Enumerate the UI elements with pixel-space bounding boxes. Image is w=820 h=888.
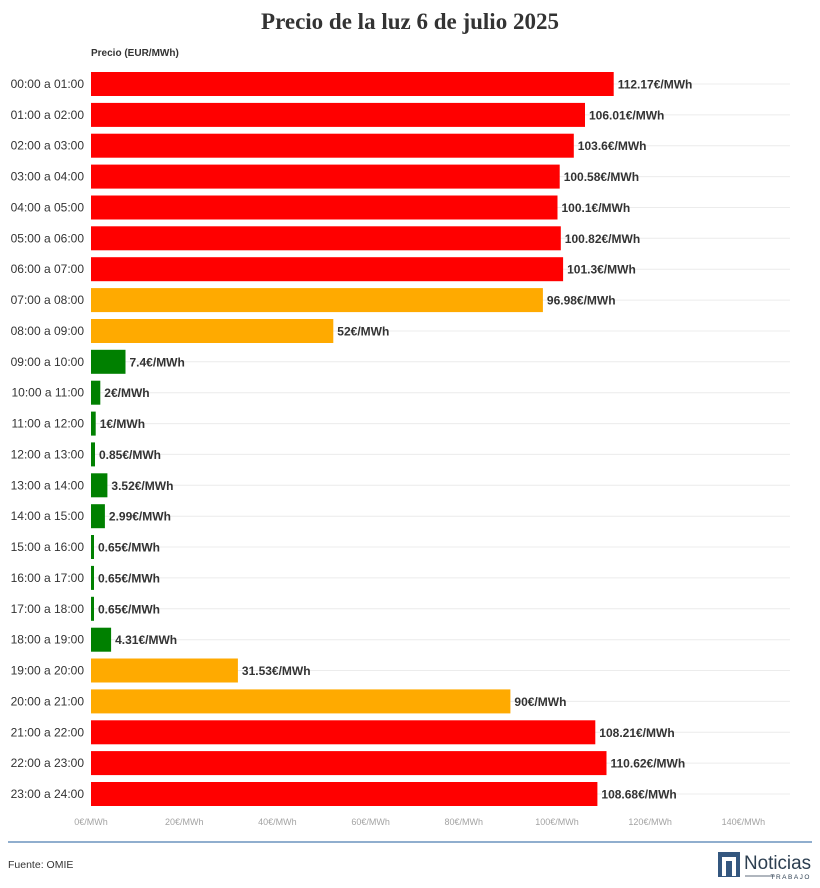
data-label: 0.85€/MWh	[99, 448, 161, 462]
category-label: 06:00 a 07:00	[11, 262, 85, 276]
data-label: 100.82€/MWh	[565, 232, 640, 246]
data-label: 100.58€/MWh	[564, 170, 639, 184]
data-label: 3.52€/MWh	[111, 479, 173, 493]
data-label: 2€/MWh	[104, 386, 149, 400]
category-label: 19:00 a 20:00	[11, 664, 85, 678]
n-logo-glyph	[722, 857, 736, 876]
category-label: 20:00 a 21:00	[11, 694, 85, 708]
data-label: 112.17€/MWh	[618, 78, 693, 92]
logo-wordmark: Noticias	[744, 853, 811, 874]
category-label: 17:00 a 18:00	[11, 602, 85, 616]
bar	[91, 689, 511, 714]
bar	[91, 257, 564, 282]
bar	[91, 751, 607, 776]
bar	[91, 102, 585, 127]
bar	[91, 535, 94, 559]
category-label: 15:00 a 16:00	[11, 540, 85, 554]
bar	[91, 226, 561, 251]
category-label: 02:00 a 03:00	[11, 139, 85, 153]
logo-tagline: TRABAJO	[771, 874, 811, 881]
data-label: 108.21€/MWh	[599, 726, 674, 740]
bar	[91, 720, 596, 745]
source-note: Fuente: OMIE	[8, 859, 73, 871]
data-label: 7.4€/MWh	[130, 355, 185, 369]
x-axis-tick-labels: 0€/MWh 20€/MWh 40€/MWh 60€/MWh 80€/MWh 100€/M…	[74, 817, 765, 827]
x-tick-label: 80€/MWh	[445, 817, 484, 827]
data-label: 31.53€/MWh	[242, 664, 311, 678]
category-label: 01:00 a 02:00	[11, 108, 85, 122]
category-label: 16:00 a 17:00	[11, 571, 85, 585]
bar	[91, 72, 614, 96]
data-labels: 112.17€/MWh 106.01€/MWh 103.6€/MWh 100.58€/…	[98, 78, 692, 802]
axis-title: Precio (EUR/MWh)	[91, 48, 179, 59]
data-label: 52€/MWh	[337, 325, 389, 339]
bar	[91, 288, 543, 313]
category-labels: 00:00 a 01:00 01:00 a 02:00 02:00 a 03:00 0…	[11, 77, 85, 801]
category-label: 11:00 a 12:00	[11, 417, 84, 431]
x-tick-label: 40€/MWh	[258, 817, 297, 827]
bar	[91, 164, 560, 189]
data-label: 0.65€/MWh	[98, 602, 160, 616]
data-label: 100.1€/MWh	[562, 201, 631, 215]
category-label: 09:00 a 10:00	[11, 355, 85, 369]
category-label: 10:00 a 11:00	[11, 386, 84, 400]
data-label: 0.65€/MWh	[98, 571, 160, 585]
x-tick-label: 100€/MWh	[535, 817, 579, 827]
category-label: 14:00 a 15:00	[11, 509, 85, 523]
category-label: 05:00 a 06:00	[11, 231, 85, 245]
category-label: 07:00 a 08:00	[11, 293, 85, 307]
bars	[91, 72, 614, 806]
x-tick-label: 60€/MWh	[351, 817, 390, 827]
bar	[91, 133, 574, 158]
x-tick-label: 120€/MWh	[628, 817, 672, 827]
category-label: 13:00 a 14:00	[11, 478, 85, 492]
bar	[91, 319, 334, 343]
bar	[91, 596, 94, 621]
category-label: 18:00 a 19:00	[11, 633, 85, 647]
data-label: 101.3€/MWh	[567, 263, 636, 277]
bar	[91, 504, 105, 529]
bar	[91, 442, 95, 467]
data-label: 90€/MWh	[514, 695, 566, 709]
category-label: 22:00 a 23:00	[11, 756, 85, 770]
data-label: 1€/MWh	[100, 417, 145, 431]
bar	[91, 627, 112, 652]
data-label: 103.6€/MWh	[578, 139, 647, 153]
data-label: 0.65€/MWh	[98, 541, 160, 555]
category-label: 08:00 a 09:00	[11, 324, 85, 338]
data-label: 106.01€/MWh	[589, 108, 664, 122]
bar	[91, 380, 101, 405]
data-label: 4.31€/MWh	[115, 633, 177, 647]
bar	[91, 411, 96, 436]
category-label: 04:00 a 05:00	[11, 201, 85, 215]
bar	[91, 349, 126, 374]
category-label: 00:00 a 01:00	[11, 77, 85, 91]
x-tick-label: 140€/MWh	[722, 817, 766, 827]
x-tick-label: 0€/MWh	[74, 817, 108, 827]
data-label: 2.99€/MWh	[109, 510, 171, 524]
category-label: 12:00 a 13:00	[11, 447, 85, 461]
data-label: 96.98€/MWh	[547, 294, 616, 308]
bar	[91, 195, 558, 220]
category-label: 03:00 a 04:00	[11, 170, 85, 184]
bar	[91, 658, 238, 683]
category-label: 21:00 a 22:00	[11, 725, 85, 739]
bar	[91, 473, 108, 498]
data-label: 108.68€/MWh	[601, 788, 676, 802]
chart-title: Precio de la luz 6 de julio 2025	[261, 9, 559, 34]
category-label: 23:00 a 24:00	[11, 787, 85, 801]
n-logo-icon	[718, 852, 740, 877]
bar	[91, 782, 598, 806]
data-label: 110.62€/MWh	[611, 757, 686, 771]
row-gridlines	[91, 83, 790, 795]
x-tick-label: 20€/MWh	[165, 817, 204, 827]
bar	[91, 565, 94, 590]
brand-logo: Noticias TRABAJO	[718, 852, 811, 881]
